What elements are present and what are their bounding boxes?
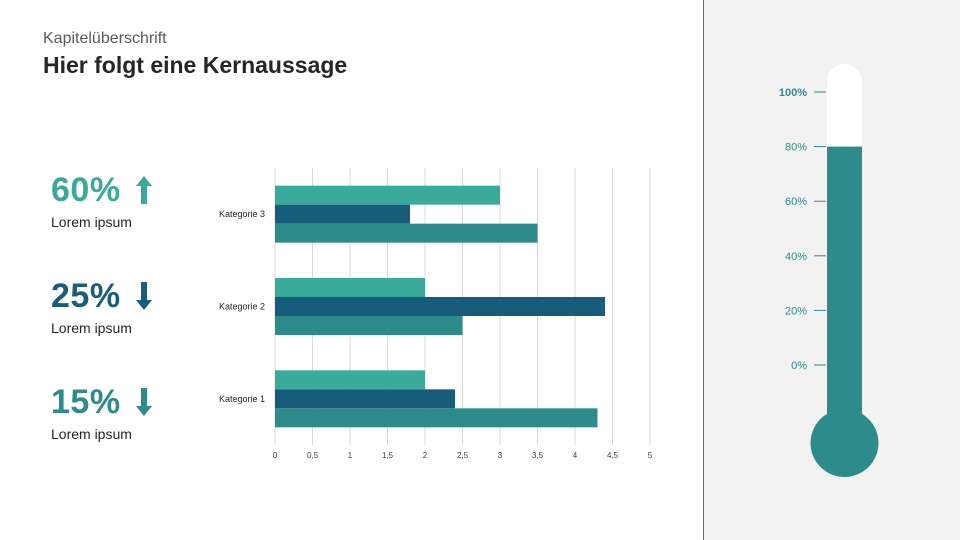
chapter-heading: Kapitelüberschrift <box>43 30 167 47</box>
bar <box>275 316 463 335</box>
kpi-value: 60% <box>51 171 121 209</box>
gauge-tick-label: 20% <box>785 305 807 317</box>
kpi-block-3: 15% Lorem ipsum <box>51 382 211 462</box>
kpi-block-2: 25% Lorem ipsum <box>51 276 211 356</box>
gauge-tick-label: 40% <box>785 251 807 263</box>
x-tick-label: 3 <box>498 451 503 460</box>
bar <box>275 389 455 409</box>
arrow-up-icon <box>135 176 152 204</box>
bar <box>275 408 598 428</box>
gauge-tick-label: 100% <box>779 87 807 99</box>
arrow-down-icon <box>135 388 152 416</box>
kpi-value: 25% <box>51 277 121 315</box>
category-label: Kategorie 1 <box>219 394 265 404</box>
bar <box>275 297 605 316</box>
category-label: Kategorie 2 <box>219 302 265 312</box>
bar <box>275 278 425 297</box>
kpi-block-1: 60% Lorem ipsum <box>51 170 211 250</box>
bar <box>275 223 538 243</box>
x-tick-label: 2 <box>423 451 428 460</box>
x-tick-label: 4 <box>573 451 578 460</box>
x-tick-label: 1,5 <box>382 451 394 460</box>
x-tick-label: 5 <box>648 451 653 460</box>
gauge-tick-label: 0% <box>791 360 807 372</box>
arrow-down-icon <box>135 282 152 310</box>
key-message-title: Hier folgt eine Kernaussage <box>43 52 348 78</box>
bar <box>275 370 425 390</box>
x-tick-label: 2,5 <box>457 451 469 460</box>
bar <box>275 204 410 224</box>
category-label: Kategorie 3 <box>219 209 265 219</box>
gauge-tick-label: 60% <box>785 196 807 208</box>
bar <box>275 185 500 205</box>
gauge-tick-label: 80% <box>785 142 807 154</box>
x-tick-label: 0 <box>273 451 278 460</box>
kpi-label: Lorem ipsum <box>51 426 132 442</box>
x-tick-label: 3,5 <box>532 451 544 460</box>
thermometer-bulb <box>810 409 879 477</box>
kpi-value: 15% <box>51 383 121 421</box>
kpi-label: Lorem ipsum <box>51 214 132 230</box>
x-tick-label: 0,5 <box>307 451 319 460</box>
x-tick-label: 1 <box>348 451 353 460</box>
x-tick-label: 4,5 <box>607 451 619 460</box>
thermometer-fill <box>827 146 862 443</box>
kpi-label: Lorem ipsum <box>51 320 132 336</box>
